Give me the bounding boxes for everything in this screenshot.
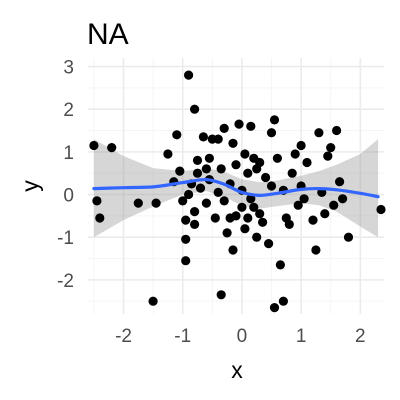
data-point (184, 190, 193, 199)
data-point (323, 152, 332, 161)
data-point (291, 149, 300, 158)
x-tick-label: 1 (296, 326, 307, 347)
data-point (211, 213, 220, 222)
data-point (273, 154, 282, 163)
data-point (261, 173, 270, 182)
y-tick-label: 1 (63, 143, 74, 164)
data-point (376, 205, 385, 214)
data-point (223, 228, 232, 237)
data-point (205, 154, 214, 163)
data-point (237, 203, 246, 212)
data-point (246, 122, 255, 131)
data-point (220, 196, 229, 205)
data-point (217, 164, 226, 173)
data-point (190, 207, 199, 216)
x-tick-label: -1 (174, 326, 191, 347)
data-point (149, 297, 158, 306)
y-tick-label: -1 (57, 228, 74, 249)
y-tick-label: 0 (63, 186, 74, 207)
data-point (184, 71, 193, 80)
data-point (302, 158, 311, 167)
data-point (196, 184, 205, 193)
x-tick-label: -2 (115, 326, 132, 347)
data-point (270, 115, 279, 124)
data-point (220, 124, 229, 133)
data-point (267, 181, 276, 190)
data-point (95, 213, 104, 222)
data-point (314, 128, 323, 137)
data-point (152, 199, 161, 208)
data-point (344, 233, 353, 242)
data-point (107, 143, 116, 152)
data-point (338, 194, 347, 203)
data-point (243, 213, 252, 222)
data-point (217, 290, 226, 299)
data-point (181, 256, 190, 265)
data-point (300, 194, 309, 203)
data-point (240, 224, 249, 233)
x-tick-label: 0 (237, 326, 248, 347)
data-point (228, 245, 237, 254)
x-axis-title: x (231, 357, 243, 383)
data-point (175, 167, 184, 176)
data-point (134, 199, 143, 208)
data-point (308, 216, 317, 225)
data-point (311, 245, 320, 254)
data-point (332, 126, 341, 135)
data-point (240, 149, 249, 158)
data-point (163, 149, 172, 158)
data-point (214, 135, 223, 144)
data-point (243, 169, 252, 178)
data-point (234, 120, 243, 129)
data-point (255, 209, 264, 218)
data-point (288, 169, 297, 178)
data-point (92, 196, 101, 205)
data-point (267, 128, 276, 137)
y-tick-label: 2 (63, 100, 74, 121)
data-point (231, 160, 240, 169)
data-point (228, 139, 237, 148)
data-point (193, 156, 202, 165)
y-tick-label: 3 (63, 58, 74, 79)
data-point (320, 209, 329, 218)
data-point (190, 220, 199, 229)
data-point (181, 235, 190, 244)
data-point (329, 201, 338, 210)
data-point (335, 177, 344, 186)
data-point (285, 220, 294, 229)
y-tick-label: -2 (57, 271, 74, 292)
data-point (270, 303, 279, 312)
y-axis-title: y (17, 180, 43, 192)
data-point (231, 211, 240, 220)
data-point (193, 169, 202, 178)
data-point (252, 233, 261, 242)
data-point (181, 216, 190, 225)
data-point (279, 297, 288, 306)
data-point (202, 164, 211, 173)
data-point (172, 130, 181, 139)
data-point (297, 141, 306, 150)
data-point (255, 158, 264, 167)
data-point (190, 105, 199, 114)
data-point (258, 218, 267, 227)
x-tick-label: 2 (355, 326, 366, 347)
data-point (264, 239, 273, 248)
data-point (202, 199, 211, 208)
chart-title: NA (87, 18, 129, 51)
data-point (199, 132, 208, 141)
data-point (214, 188, 223, 197)
data-point (276, 260, 285, 269)
data-point (326, 143, 335, 152)
data-point (89, 141, 98, 150)
